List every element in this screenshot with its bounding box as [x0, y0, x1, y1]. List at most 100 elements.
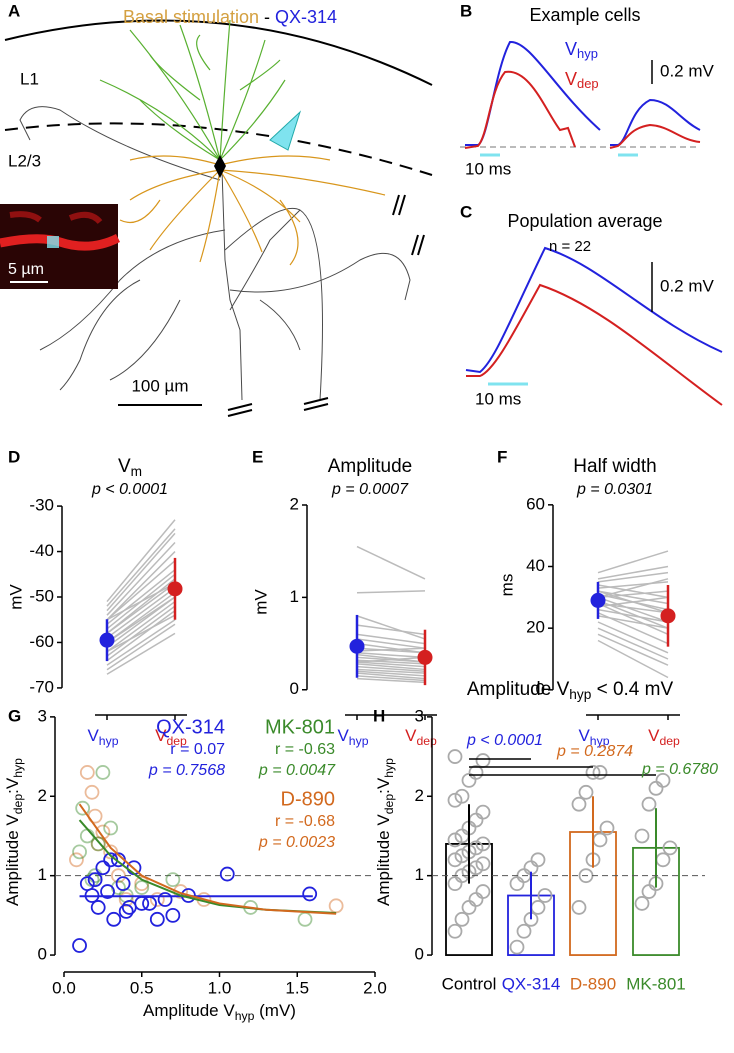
- point: [149, 911, 165, 927]
- point: [69, 852, 84, 868]
- pair-line: [597, 590, 669, 614]
- subscript: hyp: [382, 758, 396, 778]
- x-tick-label: 0.5: [130, 978, 154, 997]
- y-tick-label: -50: [29, 586, 54, 605]
- point: [648, 780, 664, 796]
- point: [592, 832, 608, 848]
- pair-line: [106, 541, 176, 616]
- pair-line: [106, 532, 176, 612]
- panel-label: B: [460, 1, 472, 20]
- y-axis-label: mV: [6, 584, 25, 610]
- legend-entry: Vhyp: [565, 39, 598, 62]
- pair-line: [106, 632, 176, 675]
- text-part: Amplitude V: [3, 814, 22, 906]
- r-value: r = -0.63: [275, 741, 335, 758]
- pair-line: [106, 600, 176, 653]
- point: [90, 836, 106, 852]
- point: [447, 832, 463, 848]
- point: [530, 852, 546, 868]
- y-tick-label: 0: [38, 945, 47, 964]
- point: [165, 872, 181, 888]
- inset-scale-label: 5 µm: [8, 261, 44, 278]
- point: [447, 749, 463, 764]
- point: [461, 900, 477, 915]
- text-part: V: [648, 726, 660, 745]
- point: [468, 812, 484, 828]
- p-value: p = 0.0301: [576, 481, 653, 498]
- panel-title: Population average: [507, 211, 662, 231]
- point: [578, 784, 594, 800]
- point: [634, 896, 650, 911]
- text-part: Amplitude: [328, 456, 413, 477]
- pair-line: [597, 602, 669, 636]
- inset-spot: [47, 236, 59, 248]
- point: [103, 820, 119, 836]
- point: [95, 860, 111, 876]
- x-tick-label: 0.0: [52, 978, 76, 997]
- pair-line: [106, 605, 176, 657]
- x-tick-label: Vhyp: [337, 726, 368, 748]
- scale-label: 0.2 mV: [660, 276, 715, 295]
- r-value: r = -0.68: [275, 813, 335, 830]
- point: [118, 903, 134, 919]
- chart-title: Half width: [573, 456, 656, 477]
- text-part: V: [405, 726, 417, 745]
- y-tick-label: 20: [526, 618, 545, 637]
- text-part: V: [118, 456, 131, 477]
- y-tick-label: -70: [29, 677, 54, 696]
- pair-line: [597, 615, 669, 629]
- text-part: Basal stimulation: [123, 7, 259, 27]
- point: [79, 765, 95, 780]
- point: [95, 765, 111, 780]
- mean-dot: [99, 632, 115, 648]
- pair-line: [106, 591, 176, 644]
- pair-line: [356, 633, 426, 645]
- y-tick-label: 2: [415, 786, 424, 805]
- point: [634, 828, 650, 844]
- point: [599, 820, 615, 836]
- pair-line: [106, 614, 176, 653]
- point: [475, 804, 491, 820]
- point: [447, 876, 463, 892]
- y-axis-label: Amplitude Vdep:Vhyp: [374, 758, 396, 906]
- panel-title: Example cells: [529, 5, 640, 25]
- text-part: V: [155, 726, 167, 745]
- x-tick-label: Vhyp: [578, 726, 609, 748]
- point: [475, 856, 491, 872]
- y-tick-label: 1: [38, 865, 47, 884]
- text-part: (mV): [254, 1001, 296, 1020]
- subscript: hyp: [349, 734, 369, 748]
- text-part: V: [565, 39, 577, 59]
- point: [475, 884, 491, 899]
- x-tick-label: D-890: [570, 974, 616, 993]
- point: [592, 765, 608, 780]
- mean-dot: [590, 592, 606, 608]
- point: [106, 911, 122, 927]
- y-tick-label: 2: [290, 494, 299, 513]
- point: [134, 896, 150, 911]
- y-tick-label: 3: [415, 706, 424, 725]
- subscript: dep: [577, 76, 599, 91]
- p-value: p = 0.0047: [258, 762, 336, 779]
- point: [121, 900, 137, 915]
- panel-label: E: [252, 447, 263, 466]
- point: [509, 939, 525, 955]
- axon: [19, 106, 411, 401]
- break-marks: [227, 194, 425, 417]
- point: [149, 892, 165, 907]
- n-label: n = 22: [549, 238, 591, 255]
- panel-label: C: [460, 202, 472, 221]
- panel-label: H: [373, 706, 385, 725]
- subscript: hyp: [99, 734, 119, 748]
- subscript: hyp: [235, 1009, 255, 1023]
- pair-line: [356, 665, 426, 673]
- text-part: QX-314: [275, 7, 337, 27]
- pair-line: [597, 550, 669, 574]
- subscript: hyp: [577, 46, 598, 61]
- pair-line: [106, 578, 176, 634]
- point: [90, 900, 106, 915]
- point: [142, 896, 157, 911]
- point: [87, 868, 103, 884]
- point: [447, 792, 463, 808]
- point: [134, 876, 150, 892]
